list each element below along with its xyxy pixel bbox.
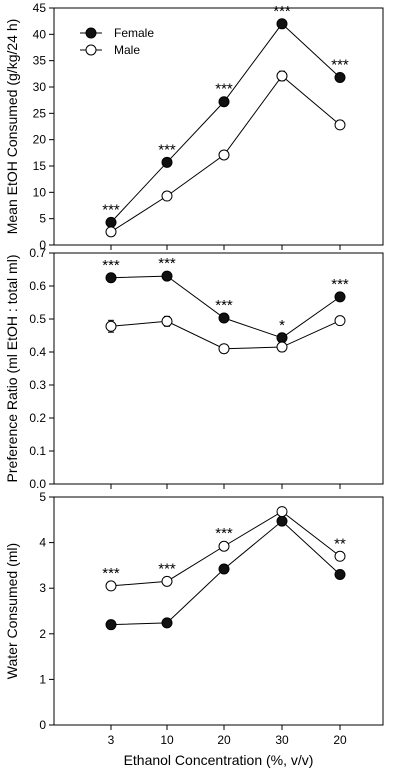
legend-marker-female [85,27,97,39]
y-tick-label: 0.2 [29,411,46,425]
plot-frame [53,496,384,726]
data-point-male [334,550,346,562]
series-line-female [110,23,341,223]
y-tick-label: 1 [39,672,46,686]
y-tick-label: 30 [33,80,47,94]
y-tick-label: 20 [33,133,47,147]
y-tick-label: 0.1 [29,444,46,458]
y-tick-label: 35 [33,54,47,68]
data-point-female [218,563,230,575]
data-point-male [276,506,288,518]
significance-marker: *** [331,276,349,293]
data-point-female [276,332,288,344]
panel-3: 0 1 2 3 4 5 3 10 20 30 20 Water Consumed (ml) Ethano… [4,490,384,768]
y-tick-label: 25 [33,106,47,120]
data-point-male [334,315,346,327]
data-point-female [105,272,117,284]
data-point-female [334,569,346,581]
data-point-male [218,540,230,552]
significance-marker: *** [158,141,176,158]
significance-marker: *** [215,525,233,542]
significance-marker: * [279,317,285,334]
y-tick-label: 10 [33,185,47,199]
x-axis-title: Ethanol Concentration (%, v/v) [124,752,314,768]
y-tick-label: 5 [39,490,46,504]
y-tick-label: 0.5 [29,312,46,326]
significance-marker: *** [215,297,233,314]
data-point-male [105,580,117,592]
data-point-female [218,96,230,108]
significance-marker: *** [158,255,176,272]
significance-marker: *** [215,81,233,98]
y-tick-label: 2 [39,627,46,641]
data-point-male [105,320,117,332]
panel-2: 0.0 0.1 0.2 0.3 0.4 0.5 0.6 0.7 Preference Ratio… [4,246,384,491]
data-point-male [218,149,230,161]
data-point-female [105,619,117,631]
x-tick-label: 20 [217,733,231,747]
y-tick-label: 45 [33,1,47,15]
y-tick-label: 0.3 [29,378,46,392]
x-tick-label: 3 [108,733,115,747]
data-point-male [276,341,288,353]
data-point-male [105,226,117,238]
legend-label-female: Female [114,26,154,40]
y-axis-title: Water Consumed (ml) [4,543,20,679]
y-axis-title: Mean EtOH Consumed (g/kg/24 h) [4,19,20,235]
x-tick-label: 10 [160,733,174,747]
significance-marker: *** [102,257,120,274]
data-point-female [218,312,230,324]
data-point-male [161,575,173,587]
y-tick-label: 0 [39,238,46,252]
data-point-female [276,18,288,30]
significance-marker: ** [334,535,346,552]
significance-marker: *** [158,560,176,577]
data-point-male [276,70,288,82]
y-tick-label: 0.7 [29,246,46,260]
y-tick-label: 3 [39,581,46,595]
data-point-female [276,515,288,527]
data-point-female [161,156,173,168]
y-axis-title: Preference Ratio (ml EtOH : total ml) [4,255,20,483]
x-tick-label: 30 [275,733,289,747]
data-point-female [161,270,173,282]
data-point-female [334,291,346,303]
legend-marker-male [85,44,97,56]
y-tick-label: 0.6 [29,279,46,293]
y-tick-label: 0 [39,718,46,732]
y-tick-label: 0.4 [29,345,46,359]
data-point-male [161,315,173,327]
y-tick-label: 40 [33,27,47,41]
data-point-male [334,119,346,131]
y-tick-label: 0.0 [29,477,46,491]
data-point-male [161,190,173,202]
significance-marker: *** [331,57,349,74]
y-tick-label: 5 [39,212,46,226]
y-tick-label: 4 [39,536,46,550]
significance-marker: *** [102,201,120,218]
x-tick-label: 20 [333,733,347,747]
plot-frame [53,252,384,485]
data-point-male [218,343,230,355]
panel-1: 0 5 10 15 20 25 30 35 40 45 Mean EtOH Consumed (g/… [4,1,384,252]
y-tick-label: 15 [33,159,47,173]
data-point-female [161,617,173,629]
plot-frame [53,7,384,246]
data-point-female [334,72,346,84]
legend-label-male: Male [114,43,140,57]
significance-marker: *** [273,3,291,20]
legend: Female Male [80,26,154,57]
data-point-female [105,216,117,228]
significance-marker: *** [102,565,120,582]
